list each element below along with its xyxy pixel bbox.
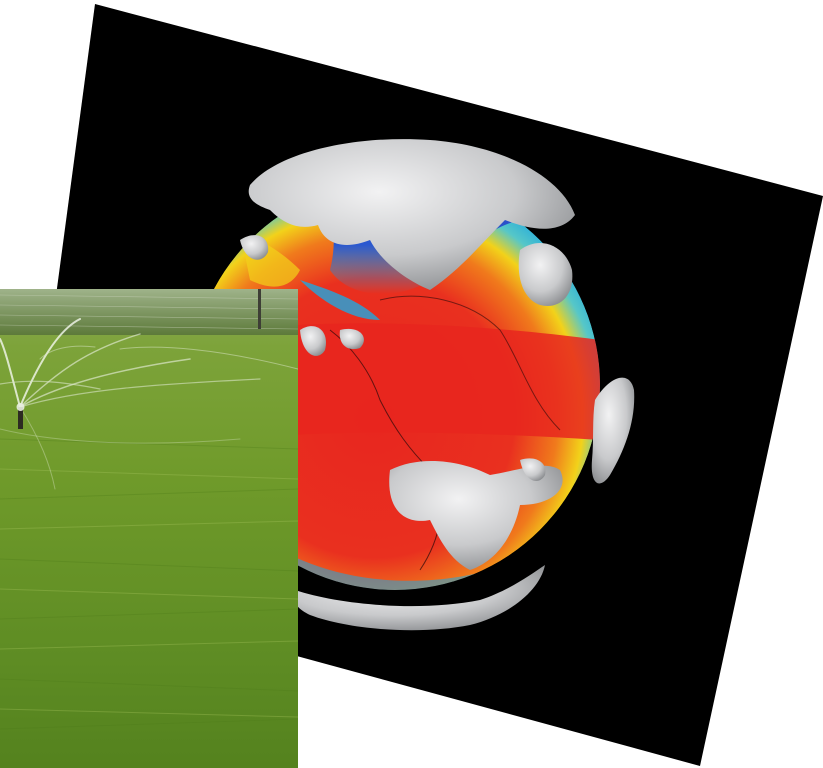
water-spray xyxy=(0,318,298,490)
cloud-layer xyxy=(240,139,635,631)
hedge xyxy=(0,289,298,335)
fence xyxy=(0,294,298,330)
grass xyxy=(0,289,298,768)
sprinkler-head xyxy=(18,407,23,429)
grass-texture xyxy=(0,438,298,730)
lawn-sprinkler-photo xyxy=(0,289,298,768)
grass-highlights xyxy=(0,468,298,718)
